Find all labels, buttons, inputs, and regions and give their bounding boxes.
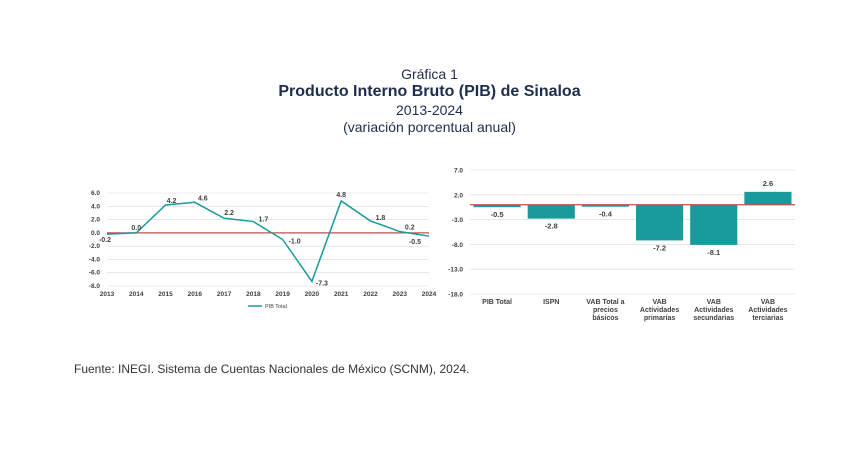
bar: [473, 204, 521, 208]
x-tick-label: Actividades: [748, 307, 787, 314]
y-tick-label: 4.0: [91, 203, 100, 210]
data-label: -0.5: [491, 210, 504, 219]
data-label: 4.8: [336, 192, 346, 199]
chart-period: 2013-2024: [396, 102, 463, 118]
x-tick-label: 2021: [334, 291, 349, 298]
y-tick-label: -4.0: [89, 256, 101, 263]
data-label: 4.6: [198, 195, 208, 202]
x-tick-label: PIB Total: [482, 299, 512, 306]
data-label: -0.5: [409, 239, 421, 246]
x-tick-label: 2024: [422, 291, 437, 298]
x-tick-label: 2022: [363, 291, 378, 298]
y-tick-label: -3.0: [452, 217, 464, 224]
chart-label: Gráfica 1: [401, 66, 458, 82]
source-note: Fuente: INEGI. Sistema de Cuentas Nacion…: [74, 362, 470, 376]
bar: [581, 204, 629, 207]
bar: [527, 204, 575, 219]
x-tick-label: Actividades: [694, 307, 733, 314]
x-tick-label: terciarias: [752, 315, 783, 322]
data-label: 4.2: [167, 198, 177, 205]
x-tick-label: 2016: [188, 291, 203, 298]
x-tick-label: básicos: [592, 315, 618, 322]
bar: [690, 204, 738, 245]
y-tick-label: -13.0: [448, 267, 463, 274]
legend-label: PIB Total: [265, 304, 287, 310]
x-tick-label: primarias: [644, 315, 676, 322]
series-line-pib-total: [106, 199, 430, 283]
data-label: -1.0: [289, 239, 301, 246]
x-tick-label: VAB: [761, 299, 775, 306]
x-tick-label: 2013: [100, 291, 115, 298]
y-tick-label: -8.0: [452, 242, 464, 249]
x-tick-label: 2023: [392, 291, 407, 298]
x-tick-label: 2015: [158, 291, 173, 298]
x-tick-label: 2018: [246, 291, 261, 298]
data-label: 1.7: [258, 217, 268, 224]
data-label: -7.2: [653, 243, 666, 252]
data-label: -8.1: [707, 248, 720, 257]
x-tick-label: 2014: [129, 291, 144, 298]
x-tick-label: secundarias: [693, 315, 734, 322]
data-label: -0.2: [99, 237, 111, 244]
x-tick-label: ISPN: [543, 299, 559, 306]
y-tick-label: -18.0: [448, 292, 463, 299]
data-label: -0.4: [599, 210, 613, 219]
y-tick-label: 7.0: [454, 168, 463, 175]
data-label: -2.8: [545, 222, 558, 231]
data-label: 0.2: [405, 225, 415, 232]
bar: [636, 204, 684, 241]
data-label: 1.8: [376, 215, 386, 222]
x-tick-label: VAB: [707, 299, 721, 306]
data-label: -7.3: [316, 280, 328, 287]
y-tick-label: -6.0: [89, 270, 101, 277]
x-tick-label: precios: [593, 307, 618, 314]
y-tick-label: 6.0: [91, 190, 100, 197]
x-tick-label: 2017: [217, 291, 232, 298]
data-label: 0.0: [131, 225, 141, 232]
chart-title: Producto Interno Bruto (PIB) de Sinaloa: [278, 83, 581, 100]
x-tick-label: VAB Total a: [586, 299, 624, 306]
x-tick-label: Actividades: [640, 307, 679, 314]
x-tick-label: 2019: [275, 291, 290, 298]
y-tick-label: 2.0: [91, 217, 100, 224]
bar: [744, 191, 792, 205]
y-tick-label: -8.0: [89, 283, 101, 290]
y-tick-label: -2.0: [89, 243, 101, 250]
x-tick-label: VAB: [652, 299, 666, 306]
x-tick-label: 2020: [305, 291, 320, 298]
y-tick-label: 2.0: [454, 192, 463, 199]
data-label: 2.2: [224, 210, 234, 217]
y-tick-label: 0.0: [91, 230, 100, 237]
chart-subtitle: (variación porcentual anual): [343, 119, 516, 135]
data-label: 2.6: [763, 179, 773, 188]
